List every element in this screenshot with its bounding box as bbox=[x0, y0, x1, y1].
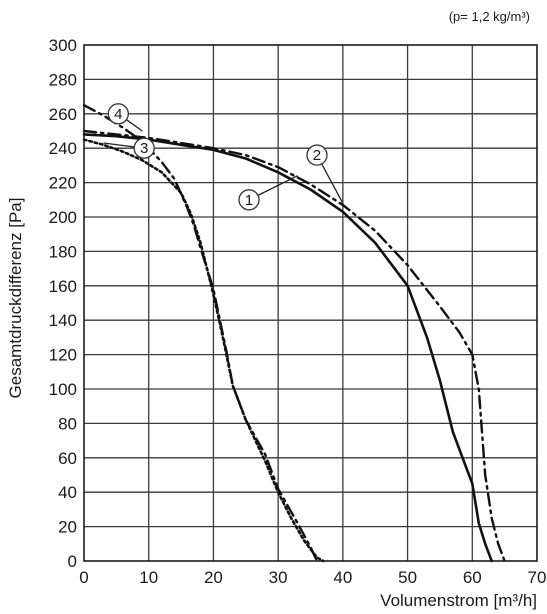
callout-3-leader bbox=[103, 142, 135, 148]
y-tick-label: 0 bbox=[68, 552, 77, 571]
callout-1-leader bbox=[257, 175, 298, 196]
y-tick-label: 60 bbox=[58, 449, 77, 468]
x-tick-label: 70 bbox=[528, 568, 547, 587]
y-tick-label: 220 bbox=[49, 174, 77, 193]
curve-layer bbox=[82, 104, 506, 563]
y-tick-label: 300 bbox=[49, 36, 77, 55]
callout-1-circle bbox=[238, 189, 260, 211]
series-1-line bbox=[82, 133, 493, 563]
grid-lines bbox=[84, 45, 537, 561]
x-tick-label: 10 bbox=[139, 568, 158, 587]
callout-2-leader bbox=[321, 163, 344, 204]
callout-1-label: 1 bbox=[245, 192, 253, 209]
density-annotation: (p= 1,2 kg/m³) bbox=[449, 9, 530, 24]
y-tick-label: 20 bbox=[58, 518, 77, 537]
callout-4-leader bbox=[126, 119, 143, 132]
y-tick-label: 200 bbox=[49, 208, 77, 227]
x-tick-label: 40 bbox=[333, 568, 352, 587]
callout-4-circle bbox=[107, 103, 129, 125]
y-tick-label: 240 bbox=[49, 139, 77, 158]
y-tick-label: 280 bbox=[49, 70, 77, 89]
series-2-line bbox=[82, 129, 506, 563]
y-tick-label: 100 bbox=[49, 380, 77, 399]
x-tick-label: 60 bbox=[463, 568, 482, 587]
y-tick-label: 180 bbox=[49, 242, 77, 261]
x-tick-labels: 0 10 20 30 40 50 60 70 bbox=[79, 568, 546, 587]
x-tick-label: 20 bbox=[204, 568, 223, 587]
y-tick-label: 80 bbox=[58, 414, 77, 433]
y-tick-label: 120 bbox=[49, 346, 77, 365]
y-tick-label: 260 bbox=[49, 105, 77, 124]
callout-4-label: 4 bbox=[114, 106, 122, 123]
plot-frame bbox=[83, 44, 538, 562]
x-axis-label: Volumenstrom [m³/h] bbox=[380, 591, 537, 610]
x-tick-label: 0 bbox=[79, 568, 88, 587]
callout-2-label: 2 bbox=[313, 147, 321, 164]
x-tick-label: 50 bbox=[398, 568, 417, 587]
callout-3-label: 3 bbox=[140, 140, 148, 157]
x-tick-label: 30 bbox=[269, 568, 288, 587]
y-tick-label: 140 bbox=[49, 311, 77, 330]
callout-2-circle bbox=[306, 144, 328, 166]
y-axis-label: Gesamtdruckdifferenz [Pa] bbox=[6, 198, 25, 399]
callout-layer: 1 2 3 4 bbox=[103, 103, 344, 211]
y-tick-label: 160 bbox=[49, 277, 77, 296]
y-tick-label: 40 bbox=[58, 483, 77, 502]
y-tick-labels: 0 20 40 60 80 100 120 140 160 180 200 220 240 260 280 3… bbox=[49, 36, 77, 571]
series-3-line bbox=[82, 138, 325, 563]
callout-3-circle bbox=[133, 137, 155, 159]
